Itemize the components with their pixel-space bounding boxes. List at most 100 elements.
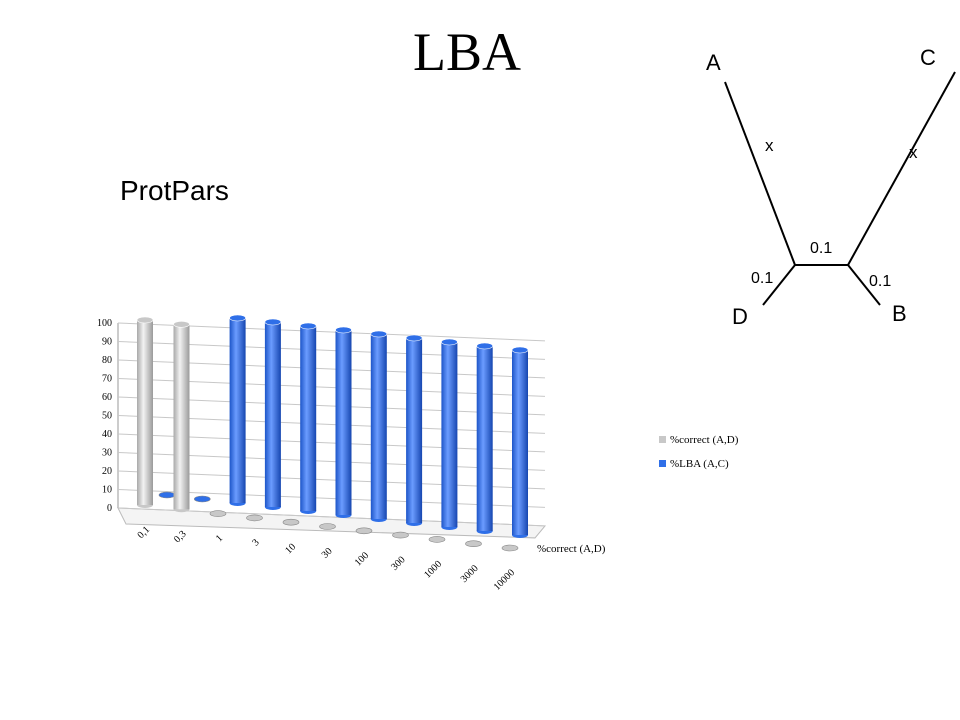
branch-label: 0.1 — [869, 273, 891, 290]
y-tick-label: 0 — [107, 503, 112, 514]
bar — [264, 318, 282, 510]
bar-top — [501, 544, 519, 552]
branch — [762, 264, 796, 306]
branch — [724, 81, 796, 266]
bar — [511, 346, 529, 538]
x-tick-label: 0,3 — [172, 529, 189, 546]
x-tick-label: 100 — [353, 550, 371, 568]
x-tick-label: 3000 — [459, 563, 481, 585]
bar-top — [158, 491, 176, 499]
y-tick-label: 80 — [102, 355, 112, 366]
bar-body — [406, 338, 423, 523]
bar-top — [392, 531, 409, 539]
y-tick-label: 10 — [102, 485, 112, 496]
bar-body — [476, 346, 493, 531]
y-tick-label: 90 — [102, 337, 112, 348]
bar — [173, 320, 190, 513]
bar-top — [511, 346, 529, 354]
bar-top — [282, 518, 300, 526]
y-tick-label: 30 — [102, 448, 112, 459]
bar — [194, 495, 211, 503]
y-tick-label: 60 — [102, 392, 112, 403]
bar — [136, 316, 154, 508]
legend-label: %correct (A,D) — [670, 434, 739, 446]
title: LBA — [413, 22, 521, 82]
bar — [229, 314, 246, 506]
x-tick-label: 0,1 — [136, 524, 153, 541]
bar-body — [264, 322, 281, 507]
bar — [428, 536, 446, 543]
bar — [319, 523, 336, 530]
x-tick-label: 10 — [283, 542, 298, 557]
branch-label: x — [909, 143, 918, 162]
bar — [405, 334, 423, 526]
branch-label: 0.1 — [751, 270, 773, 287]
legend-label: %LBA (A,C) — [670, 458, 729, 470]
bar-top — [465, 540, 482, 548]
bar-body — [300, 326, 317, 511]
bar — [299, 322, 317, 514]
y-tick-label: 100 — [97, 318, 112, 329]
bar-body — [137, 320, 153, 505]
bar — [476, 342, 494, 534]
bar — [441, 338, 458, 530]
bar-top — [194, 495, 211, 503]
bar-body — [229, 318, 246, 503]
bar-body — [512, 350, 528, 535]
bar-top — [370, 330, 388, 338]
bar-top — [136, 316, 154, 324]
branch — [847, 264, 881, 306]
branch-label: 0.1 — [810, 240, 832, 257]
leaf-label: A — [706, 50, 721, 75]
x-tick-label: 10000 — [492, 567, 517, 592]
bar-top — [319, 523, 336, 530]
bar-top — [355, 527, 373, 535]
bar — [335, 326, 352, 518]
subtitle: ProtPars — [120, 175, 229, 206]
bar-top — [209, 510, 227, 517]
y-tick-label: 70 — [102, 374, 112, 385]
bar — [282, 518, 300, 526]
bar-top — [428, 536, 446, 543]
bar-top — [173, 320, 190, 328]
bar — [355, 527, 373, 535]
bar-top — [229, 314, 246, 322]
bar-body — [173, 324, 190, 510]
tree — [724, 71, 956, 306]
legend-swatch — [659, 436, 666, 443]
x-tick-label: 30 — [320, 546, 335, 561]
x-tick-label: 1 — [214, 533, 225, 544]
x-tick-label: 300 — [389, 554, 407, 572]
bar-body — [335, 330, 352, 515]
bar-top — [441, 338, 458, 346]
x-tick-label: 3 — [250, 537, 261, 548]
grid-line — [117, 507, 546, 527]
bar-body — [370, 334, 387, 519]
bar-top — [264, 318, 282, 326]
bar — [465, 540, 482, 548]
y-tick-label: 40 — [102, 429, 112, 440]
bar-top — [246, 514, 263, 522]
bar — [501, 544, 519, 552]
leaf-label: C — [920, 45, 936, 70]
depth-label: %correct (A,D) — [537, 543, 606, 555]
y-tick-label: 20 — [102, 466, 112, 477]
leaf-label: D — [732, 304, 748, 329]
branch — [847, 71, 956, 266]
bar — [246, 514, 263, 522]
bar — [392, 531, 409, 539]
y-tick-label: 50 — [102, 411, 112, 422]
bar-top — [476, 342, 494, 350]
branch-label: x — [765, 136, 774, 155]
bar-body — [441, 342, 458, 527]
bar-top — [335, 326, 352, 334]
bar — [370, 330, 388, 522]
leaf-label: B — [892, 301, 907, 326]
bar — [158, 491, 176, 499]
bar-top — [299, 322, 317, 330]
x-tick-label: 1000 — [422, 559, 444, 581]
bar — [209, 510, 227, 517]
bar-top — [405, 334, 423, 342]
legend-swatch — [659, 460, 666, 467]
